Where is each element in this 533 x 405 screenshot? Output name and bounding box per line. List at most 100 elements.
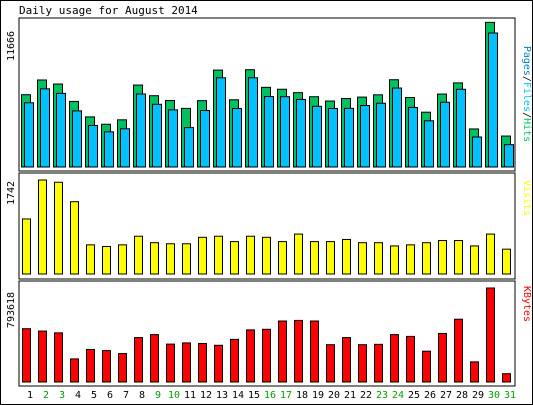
visits-bar-day-26 [422,242,431,275]
files-bar-day-9 [152,103,162,168]
files-bar-day-22 [360,105,370,168]
visits-bar-day-6 [102,245,111,275]
kbytes-bar-day-27 [438,332,447,383]
day-label-16: 16 [264,390,276,401]
files-bar-day-4 [72,110,82,168]
day-label-11: 11 [184,390,196,401]
day-labels-group: 1 2 3 4 5 6 7 8 9 10 11 12 13 14 15 16 17 18 19 20 21 22 23 24 2… [27,390,516,401]
visits-bar-day-28 [454,240,463,275]
visits-bar-day-14 [230,241,239,275]
visits-bar-day-21 [342,238,351,275]
kbytes-bar-day-29 [470,361,479,383]
kbytes-bar-day-30 [486,287,495,383]
legend-sep-1: / [521,76,532,82]
kbytes-bar-day-4 [70,358,79,383]
day-label-18: 18 [296,390,308,401]
files-bar-day-2 [40,88,50,168]
files-bar-day-21 [344,107,354,168]
day-label-13: 13 [216,390,228,401]
kbytes-bar-day-14 [230,338,239,383]
kbytes-ymax-label: 793618 [6,292,17,328]
visits-bar-day-9 [150,242,159,275]
visits-bar-day-18 [294,233,303,275]
day-label-7: 7 [123,390,129,401]
visits-bar-day-25 [406,244,415,275]
files-bar-day-6 [104,131,114,168]
visits-bar-day-5 [86,244,95,275]
visits-bar-day-3 [54,181,63,275]
day-label-2: 2 [43,390,49,401]
files-bar-day-28 [456,88,466,168]
visits-bar-day-16 [262,236,271,275]
files-bar-day-30 [488,32,498,168]
kbytes-bar-day-31 [502,373,511,383]
kbytes-bar-day-26 [422,350,431,383]
files-bar-day-13 [216,77,226,168]
kbytes-bar-day-8 [134,337,143,383]
day-label-19: 19 [312,390,324,401]
day-label-1: 1 [27,390,33,401]
day-label-31: 31 [504,390,516,401]
day-label-28: 28 [456,390,468,401]
visits-bar-day-15 [246,235,255,275]
kbytes-bar-day-2 [38,330,47,383]
files-bar-day-8 [136,93,146,168]
kbytes-bar-day-25 [406,335,415,383]
day-label-12: 12 [200,390,212,401]
files-bar-day-11 [184,127,194,168]
day-label-3: 3 [59,390,65,401]
kbytes-bar-day-28 [454,318,463,383]
visits-bar-day-13 [214,235,223,275]
visits-bar-day-31 [502,248,511,275]
day-label-29: 29 [472,390,484,401]
day-label-22: 22 [360,390,372,401]
day-label-10: 10 [168,390,180,401]
visits-bar-day-8 [134,235,143,275]
day-label-21: 21 [344,390,356,401]
kbytes-bar-day-23 [374,343,383,383]
kbytes-bar-day-20 [326,344,335,383]
legend-files: Files [521,82,532,112]
files-bar-day-29 [472,136,482,168]
kbytes-bar-day-19 [310,320,319,383]
kbytes-bar-day-22 [358,344,367,383]
visits-bar-day-2 [38,179,47,275]
visits-bar-day-20 [326,241,335,275]
legend-pages: Pages [521,46,532,76]
visits-bar-day-22 [358,242,367,275]
kbytes-legend: KBytes [521,286,532,322]
kbytes-bar-day-18 [294,319,303,383]
kbytes-bar-day-9 [150,334,159,383]
day-label-6: 6 [107,390,113,401]
files-bar-day-25 [408,106,418,168]
day-label-26: 26 [424,390,436,401]
day-label-20: 20 [328,390,340,401]
kbytes-bar-day-1 [22,328,31,383]
kbytes-bar-day-13 [214,344,223,383]
chart-title: Daily usage for August 2014 [19,4,198,17]
kbytes-bar-day-15 [246,329,255,383]
hits-legend: Pages/Files/Hits [521,46,532,142]
files-bar-day-20 [328,107,338,168]
visits-bar-day-4 [70,201,79,275]
visits-legend: Visits [521,180,532,216]
kbytes-bar-day-11 [182,342,191,383]
day-label-24: 24 [392,390,404,401]
files-bar-day-1 [24,102,34,168]
day-label-4: 4 [75,390,81,401]
files-bar-day-10 [168,109,178,168]
kbytes-bar-day-5 [86,348,95,383]
kbytes-bar-day-6 [102,350,111,383]
files-bar-day-18 [296,98,306,168]
day-label-8: 8 [139,390,145,401]
visits-bar-day-17 [278,241,287,275]
visits-bar-day-12 [198,236,207,275]
visits-bar-day-10 [166,243,175,275]
day-label-9: 9 [155,390,161,401]
kbytes-bar-day-3 [54,332,63,383]
kbytes-bar-day-21 [342,337,351,383]
visits-bar-day-1 [22,218,31,275]
visits-bar-day-19 [310,241,319,275]
kbytes-bar-day-12 [198,343,207,383]
